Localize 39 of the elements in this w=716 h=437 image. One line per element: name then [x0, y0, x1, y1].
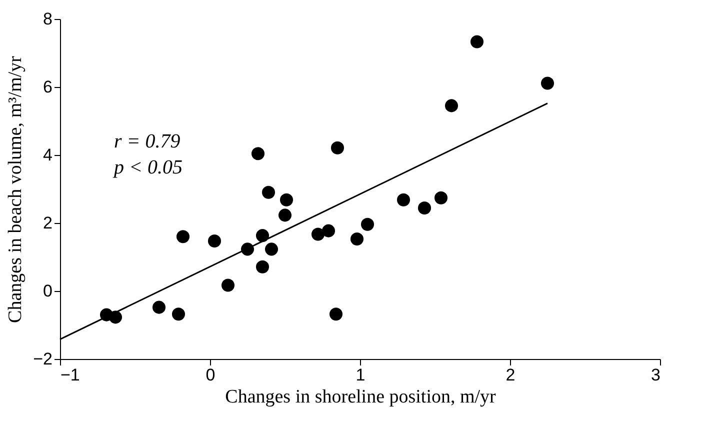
point [172, 308, 186, 321]
point [396, 193, 410, 206]
point [322, 224, 336, 238]
y-tick-label: −2 [33, 350, 52, 368]
point [221, 278, 235, 292]
y-tick-label: 6 [43, 78, 52, 96]
point [540, 76, 554, 90]
x-tick-label: −1 [60, 366, 80, 384]
point [264, 242, 278, 256]
point [360, 218, 374, 231]
point [329, 308, 343, 321]
point [152, 300, 166, 314]
y-axis-title: Changes in beach volume, m³/m/yr [5, 55, 26, 323]
point [434, 191, 448, 204]
point [470, 35, 484, 48]
point [256, 260, 270, 274]
point [256, 229, 270, 242]
annotation: r = 0.79 [114, 130, 180, 152]
x-tick-label: 2 [506, 366, 516, 384]
y-tick-label: 0 [43, 282, 52, 300]
point [262, 186, 276, 199]
x-axis-title: Changes in shoreline position, m/yr [225, 386, 497, 408]
x-tick-label: 3 [651, 366, 660, 384]
y-tick-label: 4 [43, 146, 52, 164]
point [208, 234, 222, 248]
point [251, 147, 265, 160]
y-tick-label: 2 [43, 214, 52, 232]
point [330, 141, 344, 154]
x-tick-label: 1 [356, 366, 366, 384]
point [350, 232, 364, 246]
point [278, 208, 292, 222]
point [311, 228, 325, 241]
point [176, 230, 190, 244]
point [280, 193, 294, 206]
annotation: p < 0.05 [112, 156, 182, 178]
point [418, 202, 432, 215]
x-tick-label: 0 [206, 366, 216, 384]
point [444, 99, 458, 112]
y-tick-label: 8 [43, 10, 52, 28]
